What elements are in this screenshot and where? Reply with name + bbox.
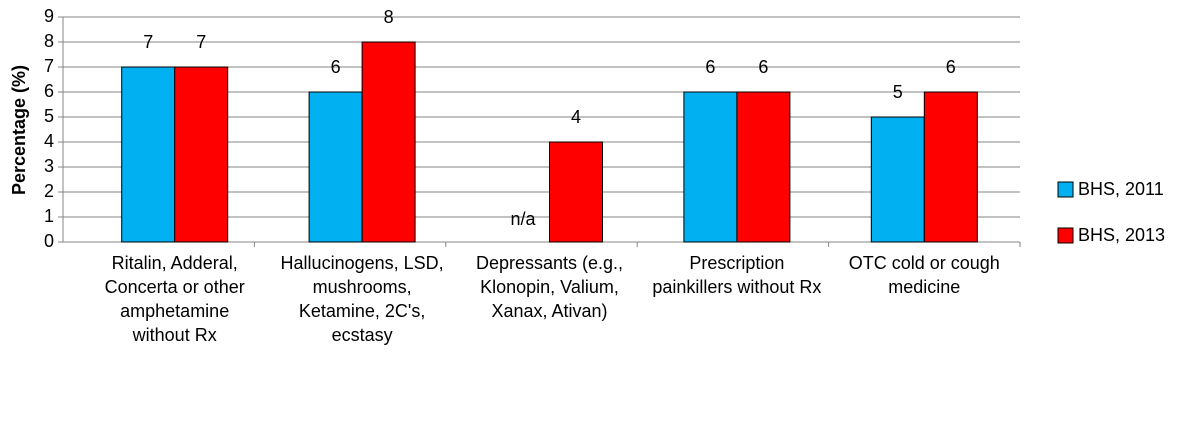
legend-swatch <box>1057 227 1074 244</box>
bar <box>361 41 416 243</box>
data-label: 7 <box>196 32 206 52</box>
legend-label: BHS, 2013 <box>1078 225 1165 245</box>
bar <box>308 91 363 243</box>
y-tick-label: 9 <box>44 6 54 26</box>
data-label: 6 <box>705 57 715 77</box>
bar <box>923 91 978 243</box>
data-label: 8 <box>384 7 394 27</box>
y-axis-label: Percentage (%) <box>9 65 29 195</box>
y-tick-label: 1 <box>44 206 54 226</box>
x-tick-label-box: Prescription painkillers without Rx <box>652 253 822 297</box>
y-tick-label: 5 <box>44 106 54 126</box>
y-tick-label: 8 <box>44 31 54 51</box>
x-tick-label: Prescription painkillers without Rx <box>652 253 822 297</box>
y-tick-label: 0 <box>44 231 54 251</box>
y-tick-label: 7 <box>44 56 54 76</box>
bar <box>870 116 925 243</box>
y-tick-label: 6 <box>44 81 54 101</box>
bar <box>736 91 791 243</box>
data-label: 6 <box>758 57 768 77</box>
legend-label: BHS, 2011 <box>1078 179 1164 199</box>
data-label: 5 <box>893 82 903 102</box>
bar <box>549 141 603 243</box>
x-tick-label: Ritalin, Adderal, Concerta or other amph… <box>104 253 245 345</box>
x-tick-label-box: Ritalin, Adderal, Concerta or other amph… <box>104 253 245 345</box>
data-label: 4 <box>571 107 581 127</box>
x-tick-label-box: Depressants (e.g., Klonopin, Valium, Xan… <box>475 253 624 321</box>
y-tick-label: 3 <box>44 156 54 176</box>
x-tick-label: Depressants (e.g., Klonopin, Valium, Xan… <box>475 253 624 321</box>
bar <box>683 91 738 243</box>
data-label: 6 <box>946 57 956 77</box>
x-tick-label: Hallucinogens, LSD, mushrooms, Ketamine,… <box>280 253 444 345</box>
data-label: 6 <box>331 57 341 77</box>
legend-swatch <box>1057 181 1074 198</box>
x-tick-label-box: Hallucinogens, LSD, mushrooms, Ketamine,… <box>280 253 444 345</box>
bar <box>121 66 176 243</box>
y-tick-label: 4 <box>44 131 54 151</box>
y-tick-label: 2 <box>44 181 54 201</box>
x-tick-label: OTC cold or cough medicine <box>848 253 1000 297</box>
data-label: 7 <box>143 32 153 52</box>
x-tick-label-box: OTC cold or cough medicine <box>848 253 1000 297</box>
data-label: n/a <box>510 209 536 229</box>
bar <box>174 66 229 243</box>
